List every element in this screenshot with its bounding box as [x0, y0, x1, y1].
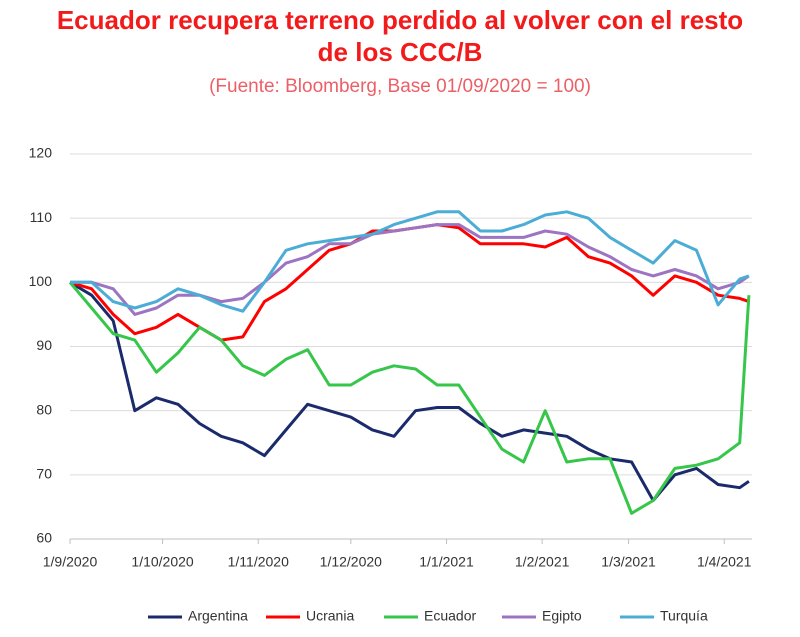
y-tick-label: 110 [30, 209, 53, 225]
x-tick-label: 1/4/2021 [697, 554, 752, 570]
series-line [70, 210, 750, 313]
series-line [69, 281, 750, 502]
series-line [70, 223, 750, 316]
legend-label: Egipto [542, 608, 582, 624]
y-tick-label: 70 [36, 466, 52, 482]
x-tick-label: 1/2/2021 [515, 554, 570, 570]
x-tick-label: 1/10/2020 [131, 554, 193, 570]
y-tick-label: 60 [36, 530, 52, 546]
chart-subtitle: (Fuente: Bloomberg, Base 01/09/2020 = 10… [209, 76, 591, 97]
legend-label: Turquía [660, 608, 708, 624]
legend-label: Ucrania [306, 608, 354, 624]
x-tick-label: 1/11/2020 [228, 554, 289, 570]
y-tick-label: 90 [36, 337, 52, 353]
x-tick-label: 1/9/2020 [43, 554, 98, 570]
y-tick-label: 100 [29, 273, 53, 289]
y-tick-label: 80 [36, 401, 52, 417]
chart-title: Ecuador recupera terreno perdido al volv… [56, 5, 744, 67]
x-tick-label: 1/1/2021 [419, 554, 474, 570]
legend-label: Argentina [188, 608, 248, 624]
x-tick-label: 1/3/2021 [601, 554, 656, 570]
y-tick-label: 120 [29, 145, 53, 161]
x-tick-label: 1/12/2020 [320, 554, 382, 570]
series-line [68, 281, 751, 515]
legend-label: Ecuador [424, 608, 476, 624]
